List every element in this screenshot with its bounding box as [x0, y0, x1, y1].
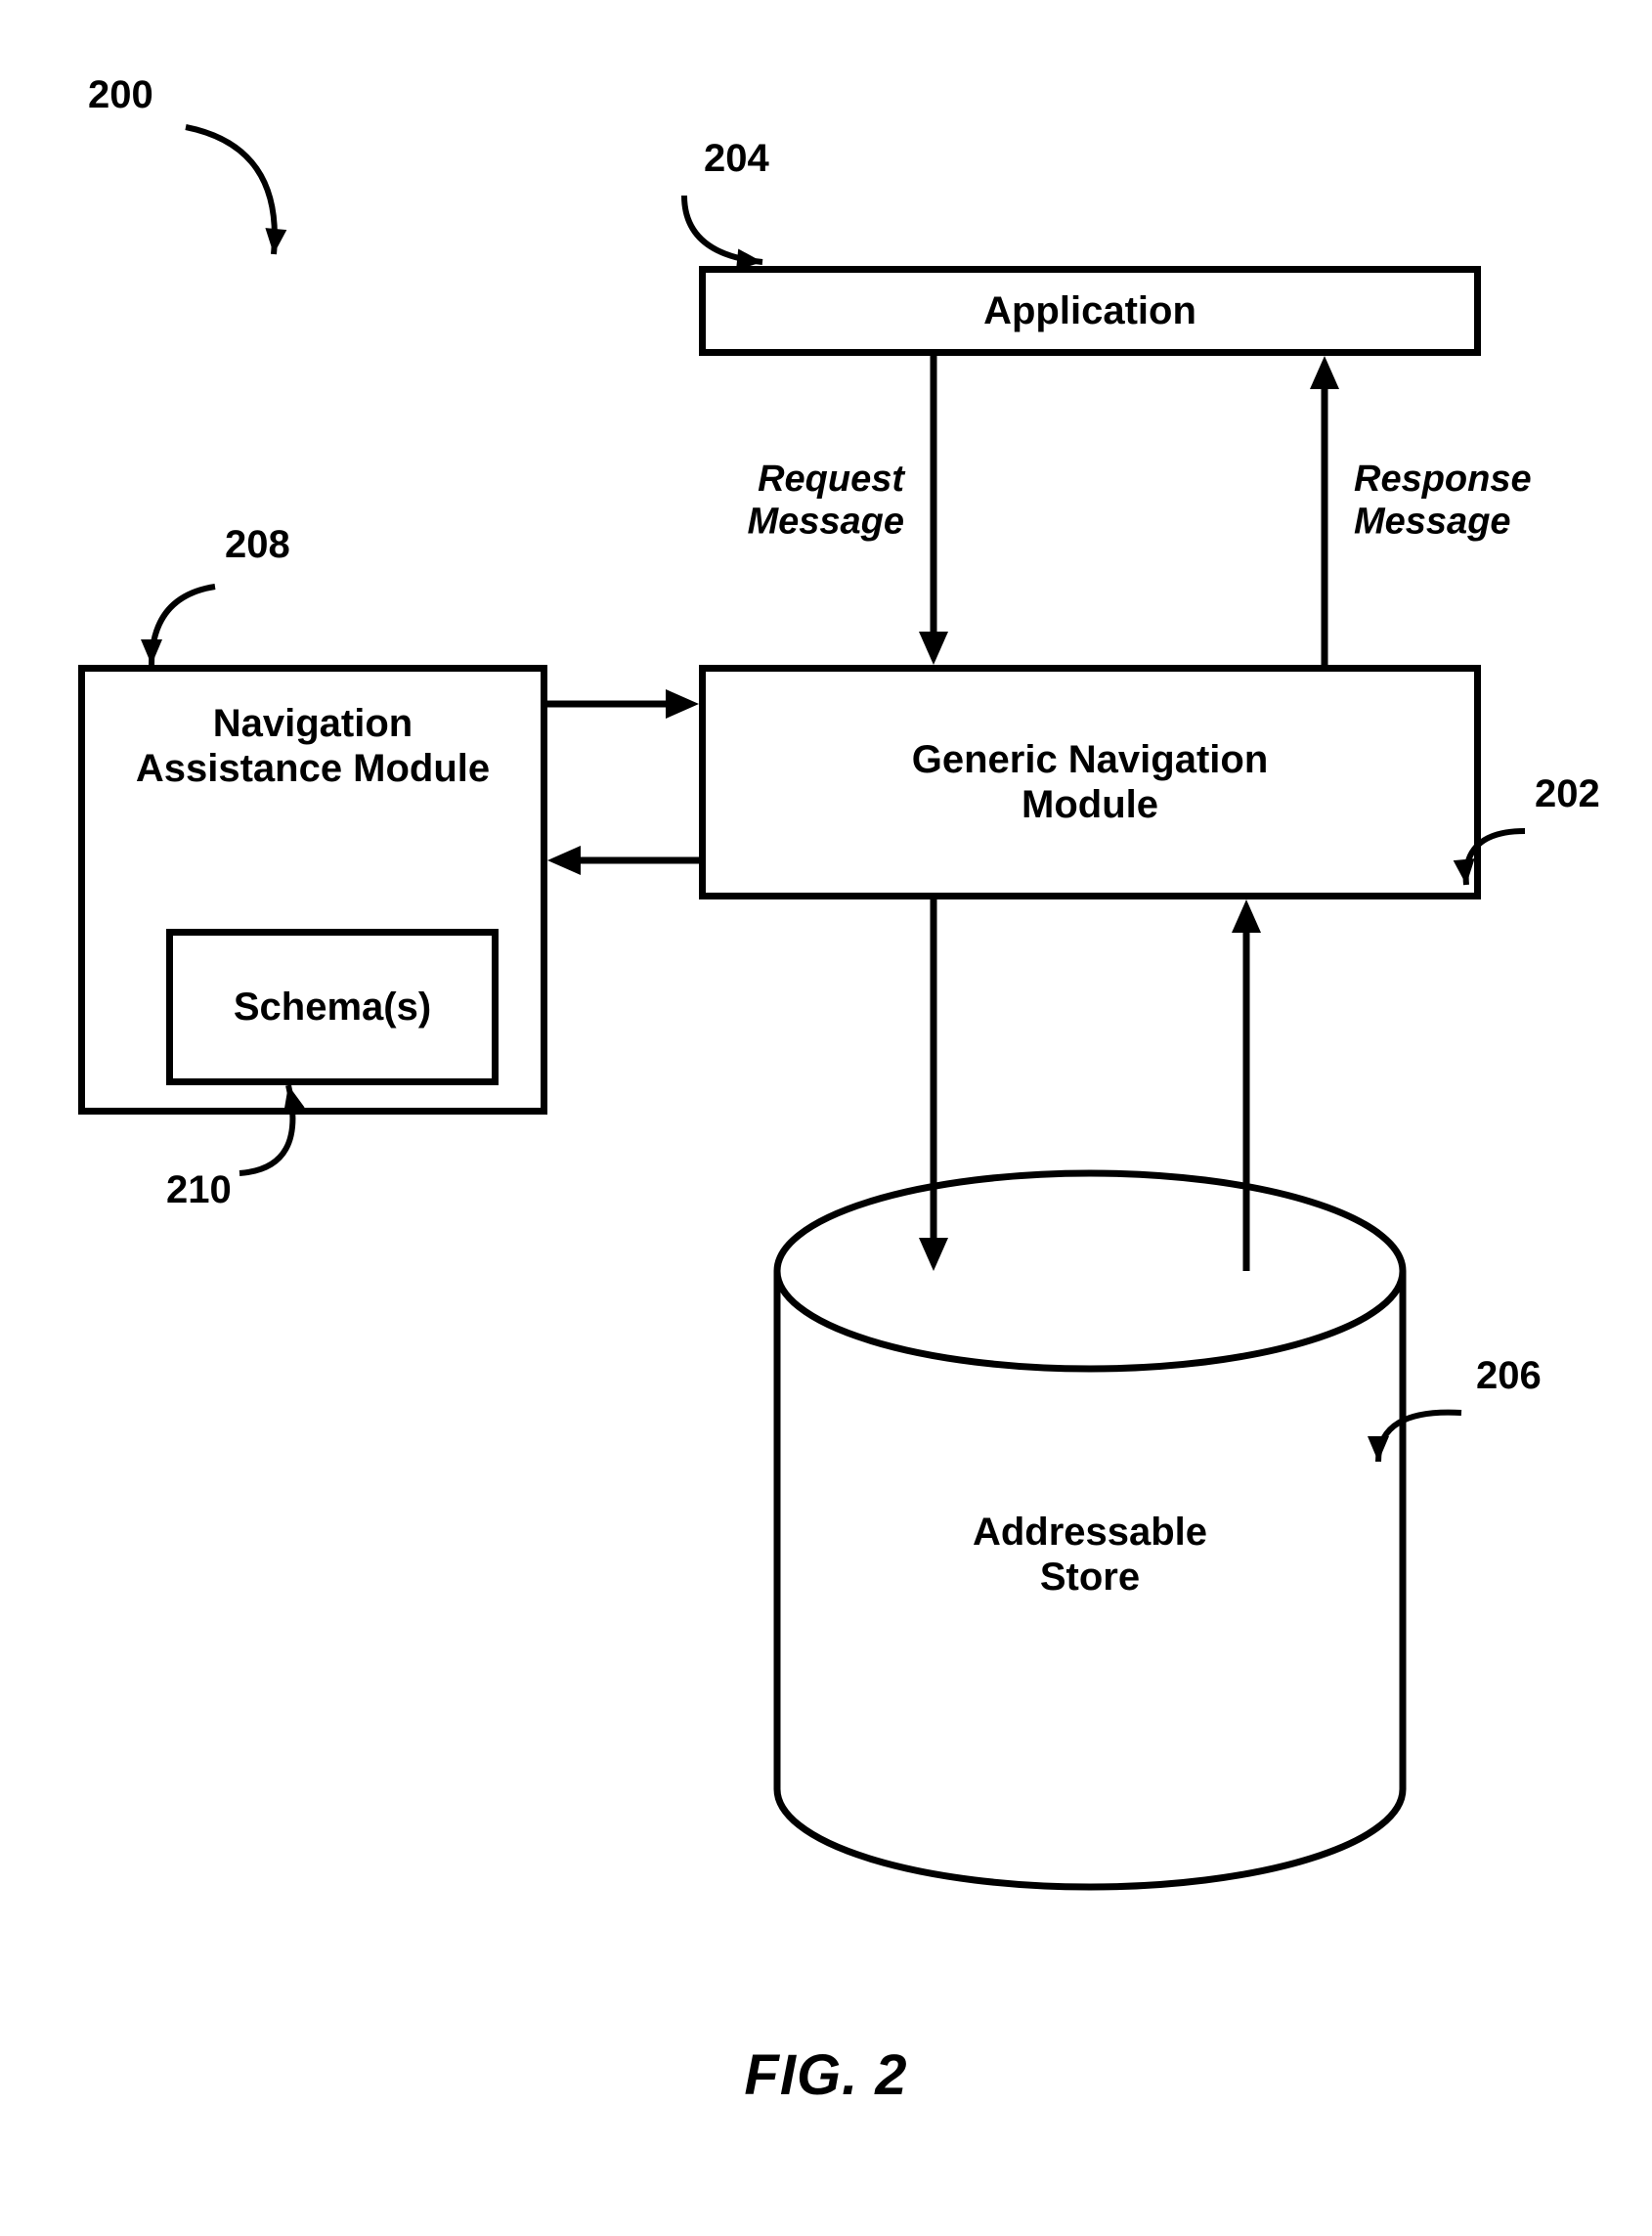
node-schemas: Schema(s) — [166, 929, 499, 1085]
store-label: AddressableStore — [973, 1511, 1207, 1599]
node-generic-nav: Generic Navigation Module — [699, 665, 1481, 899]
node-nav-assist-label: Navigation Assistance Module — [136, 701, 490, 791]
node-schemas-label: Schema(s) — [234, 985, 431, 1030]
callout-c208-head — [141, 639, 162, 665]
node-application-label: Application — [983, 288, 1196, 333]
callout-c208-text: 208 — [225, 523, 290, 566]
node-application: Application — [699, 266, 1481, 356]
callout-c210-text: 210 — [166, 1168, 232, 1211]
arrow-generic-to-assist-head — [547, 846, 581, 875]
callout-c206-head — [1368, 1436, 1389, 1462]
callout-c200-text: 200 — [88, 73, 153, 116]
figure-caption: FIG. 2 — [0, 2043, 1652, 2109]
diagram-stage: Navigation Assistance Module Schema(s) A… — [0, 0, 1652, 2236]
callout-c208-leader — [152, 587, 215, 665]
callout-c200-leader — [186, 127, 275, 254]
label-response: ResponseMessage — [1354, 459, 1532, 543]
callout-c200-head — [265, 228, 286, 254]
arrow-store-to-generic-head — [1232, 899, 1261, 933]
callout-c206-text: 206 — [1476, 1354, 1542, 1397]
store-top-ellipse — [777, 1173, 1403, 1369]
arrow-generic-to-app-head — [1310, 356, 1339, 389]
callout-c206-leader — [1378, 1413, 1461, 1462]
callout-c204-text: 204 — [704, 137, 769, 180]
arrow-generic-to-store-head — [919, 1238, 948, 1271]
label-request: RequestMessage — [747, 459, 905, 543]
callout-c204-leader — [684, 196, 762, 262]
arrow-app-to-generic-head — [919, 632, 948, 665]
callout-c202-text: 202 — [1535, 772, 1600, 815]
store-body — [777, 1271, 1403, 1887]
node-generic-nav-label: Generic Navigation Module — [912, 737, 1269, 827]
arrow-assist-to-generic-head — [666, 689, 699, 719]
